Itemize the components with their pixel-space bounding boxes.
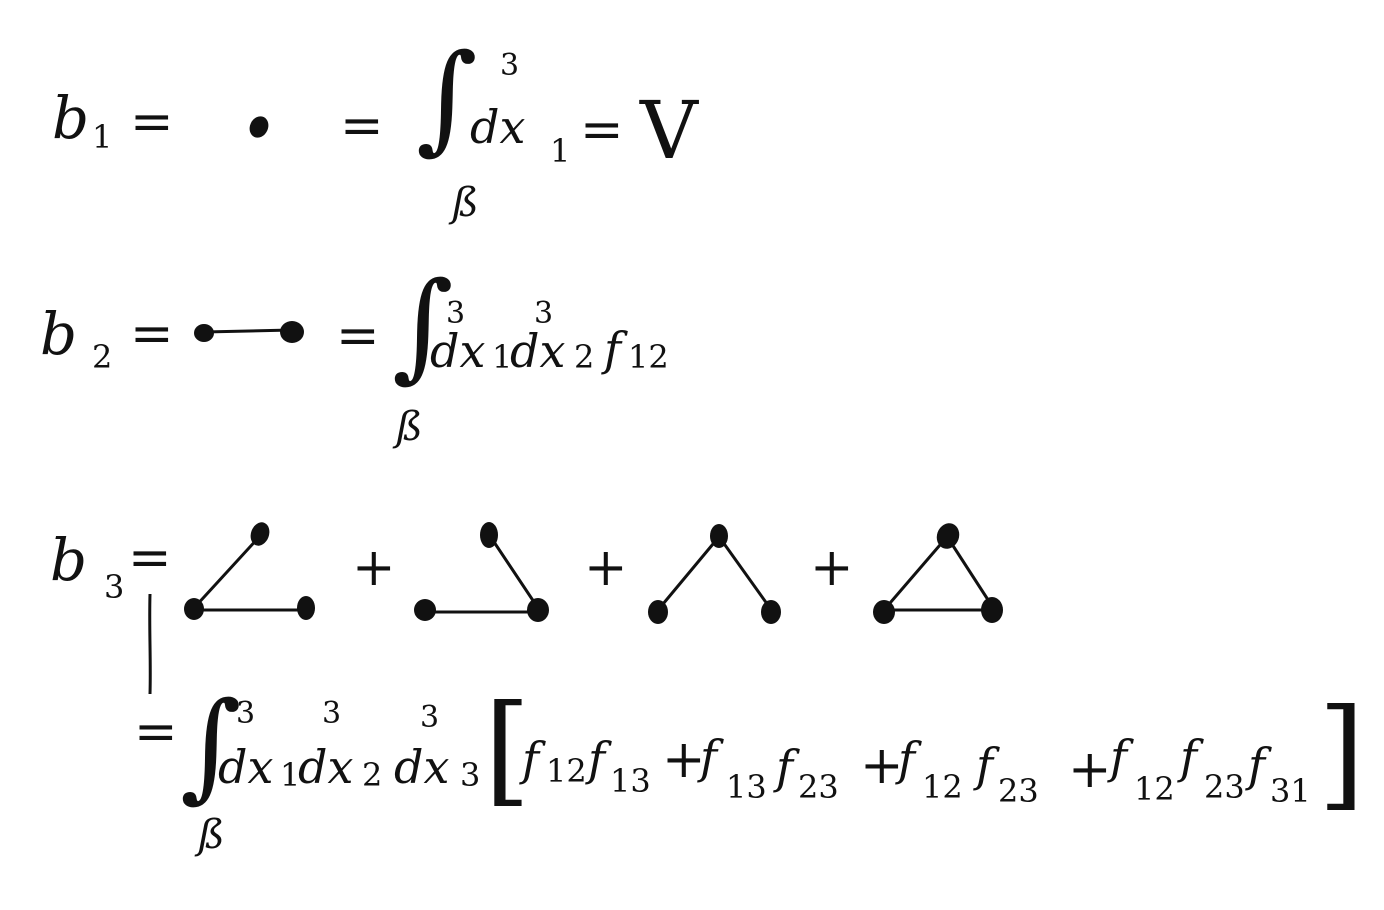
b2-f: f <box>604 322 622 376</box>
edge-c2 <box>718 537 772 609</box>
vertex-d-left <box>873 600 895 624</box>
b1-equals: = <box>130 92 174 152</box>
b3-equals-2: = <box>134 702 178 762</box>
b3-plus-2: + <box>584 538 628 598</box>
b3-d-x3: dx <box>394 740 450 794</box>
b3-term3-plus: + <box>860 736 904 796</box>
b1-result: V <box>640 84 698 177</box>
two-vertex-graph <box>194 321 304 343</box>
b3-term4-s3: 31 <box>1270 772 1311 810</box>
b3-term4-f3: f <box>1248 738 1266 792</box>
b2-d-x2-index: 2 <box>574 338 595 376</box>
b3-term2-plus: + <box>662 730 706 790</box>
b2-dimension-1: 3 <box>446 296 466 331</box>
vertex-b-top <box>480 522 498 548</box>
b2-equals: = <box>130 304 174 364</box>
b3-dimension-3: 3 <box>420 700 440 735</box>
b1-equals-3: = <box>580 100 624 160</box>
b3-term1-s1: 12 <box>546 752 587 790</box>
vertex-a-top <box>250 522 270 546</box>
b3-term1-f1: f <box>522 732 540 786</box>
b3-d-x1-index: 1 <box>280 756 301 794</box>
b1-letter: b <box>52 84 90 152</box>
b2-integration-domain: ß <box>396 404 423 450</box>
three-vertex-graph-c <box>648 524 781 624</box>
b3-plus-1: + <box>352 538 396 598</box>
edge-c1 <box>656 537 720 611</box>
b3-integral-sign: ∫ <box>180 676 242 814</box>
vertex-c-top <box>710 524 728 548</box>
b2-d-x2: dx <box>510 324 566 378</box>
b3-d-x2-index: 2 <box>362 756 383 794</box>
b2-index: 2 <box>92 338 113 376</box>
b3-term3-f1: f <box>898 732 916 786</box>
vertex-c-right <box>761 600 781 624</box>
b3-index: 3 <box>104 568 125 606</box>
b3-dimension-1: 3 <box>236 696 256 731</box>
b2-letter: b <box>40 300 78 368</box>
b1-equals-2: = <box>340 96 384 156</box>
edge-b1 <box>488 535 540 609</box>
b3-term3-s2: 23 <box>998 772 1039 810</box>
b2-dimension-2: 3 <box>534 296 554 331</box>
b3-term2-s2: 23 <box>798 768 839 806</box>
continuation-line <box>148 593 152 695</box>
three-vertex-graph-b <box>414 522 549 622</box>
b2-d-x1: dx <box>430 324 486 378</box>
b2-f-index: 12 <box>628 338 669 376</box>
b3-term3-f2: f <box>976 738 994 792</box>
b3-letter: b <box>50 526 88 594</box>
three-vertex-graph-d <box>873 523 1003 624</box>
b1-integrand-index: 1 <box>550 132 571 170</box>
b3-d-x2: dx <box>298 740 354 794</box>
b3-right-bracket: ] <box>1318 684 1365 823</box>
vertex-d-top <box>936 523 960 549</box>
b3-term4-s2: 23 <box>1204 768 1245 806</box>
b3-term2-f2: f <box>776 740 794 794</box>
b3-term1-s2: 13 <box>610 762 651 800</box>
b3-left-bracket: [ <box>484 680 531 819</box>
edge-d1 <box>882 537 948 611</box>
edge-a1 <box>192 534 262 610</box>
b3-term4-s1: 12 <box>1134 770 1175 808</box>
edge-12 <box>203 328 293 334</box>
b1-integration-domain: ß <box>452 180 479 226</box>
b1-integrand: dx <box>470 100 526 154</box>
vertex-b-left <box>414 599 436 621</box>
vertex-d-right <box>981 597 1003 623</box>
edge-d2 <box>946 537 994 607</box>
b3-equals: = <box>128 528 172 588</box>
b3-d-x1: dx <box>218 740 274 794</box>
b2-d-x1-index: 1 <box>492 338 513 376</box>
b3-term4-f1: f <box>1110 730 1128 784</box>
vertex-b-right <box>527 598 549 622</box>
b3-dimension-2: 3 <box>322 696 342 731</box>
vertex-c-left <box>648 600 668 624</box>
vertex-2-dot <box>280 321 304 343</box>
vertex-a-right <box>297 596 315 620</box>
vertex-dot <box>249 116 269 138</box>
b2-equals-2: = <box>336 306 380 366</box>
b3-integration-domain: ß <box>198 812 225 858</box>
b3-d-x3-index: 3 <box>460 756 481 794</box>
three-vertex-graph-a <box>184 522 315 620</box>
b3-term2-s1: 13 <box>726 768 767 806</box>
b3-plus-3: + <box>810 538 854 598</box>
vertex-a-left <box>184 598 204 620</box>
b3-term4-f2: f <box>1180 730 1198 784</box>
b3-term3-s1: 12 <box>922 768 963 806</box>
b1-integral-sign: ∫ <box>416 28 478 166</box>
b3-term1-f2: f <box>588 732 606 786</box>
b1-index: 1 <box>92 118 113 156</box>
b2-integral-sign: ∫ <box>392 256 454 394</box>
b3-term4-plus: + <box>1068 740 1112 800</box>
vertex-1-dot <box>194 324 214 342</box>
b1-dimension: 3 <box>500 48 520 83</box>
b3-term2-f1: f <box>700 730 718 784</box>
single-vertex-graph <box>249 116 269 138</box>
